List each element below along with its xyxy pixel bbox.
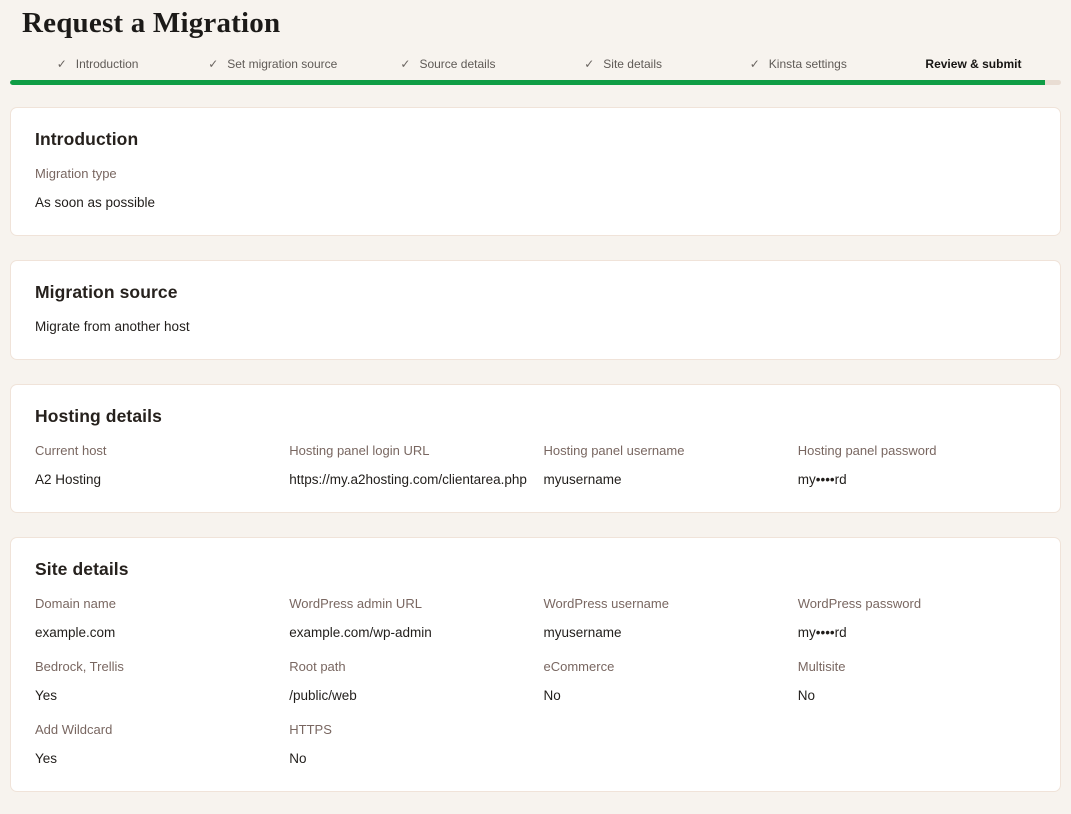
stepper-step-kinsta-settings[interactable]: ✓ Kinsta settings (711, 57, 886, 71)
stepper-step-label: Review & submit (925, 57, 1022, 71)
field-wordpress-password: WordPress password my••••rd (798, 596, 1036, 640)
field-wordpress-username: WordPress username myusername (544, 596, 782, 640)
field-label: Current host (35, 443, 107, 458)
check-icon: ✓ (56, 57, 67, 71)
field-value: A2 Hosting (35, 472, 102, 487)
field-root-path: Root path /public/web (289, 659, 527, 703)
field-label: WordPress username (543, 596, 669, 611)
field-label: Multisite (797, 659, 846, 674)
field-label: Migration type (35, 166, 117, 181)
field-multisite: Multisite No (798, 659, 1036, 703)
migration-stepper: ✓ Introduction ✓ Set migration source ✓ … (10, 57, 1061, 71)
card-title: Hosting details (35, 406, 162, 426)
check-icon: ✓ (400, 57, 411, 71)
field-value: No (289, 751, 307, 766)
field-value: Migrate from another host (35, 319, 190, 334)
review-content: Introduction Migration type As soon as p… (0, 85, 1071, 792)
stepper-step-introduction[interactable]: ✓ Introduction (10, 57, 185, 71)
field-label: eCommerce (543, 659, 615, 674)
field-hosting-panel-login-url: Hosting panel login URL https://my.a2hos… (289, 443, 527, 487)
card-title: Site details (35, 559, 129, 579)
field-value: As soon as possible (35, 195, 156, 210)
stepper-step-source-details[interactable]: ✓ Source details (360, 57, 535, 71)
field-label: Hosting panel login URL (289, 443, 430, 458)
field-hosting-panel-password: Hosting panel password my••••rd (798, 443, 1036, 487)
field-value: No (543, 688, 561, 703)
site-fields-grid: Domain name example.com WordPress admin … (35, 596, 1036, 766)
card-migration-source: Migration source Migrate from another ho… (10, 260, 1061, 360)
field-label: WordPress admin URL (289, 596, 422, 611)
field-value: example.com/wp-admin (289, 625, 432, 640)
card-site-details: Site details Domain name example.com Wor… (10, 537, 1061, 792)
stepper-step-label: Source details (419, 57, 496, 71)
field-wordpress-admin-url: WordPress admin URL example.com/wp-admin (289, 596, 527, 640)
field-label: Bedrock, Trellis (35, 659, 124, 674)
card-title: Migration source (35, 282, 178, 302)
stepper-step-set-migration-source[interactable]: ✓ Set migration source (185, 57, 360, 71)
stepper-step-site-details[interactable]: ✓ Site details (536, 57, 711, 71)
field-bedrock-trellis: Bedrock, Trellis Yes (35, 659, 273, 703)
stepper-step-label: Set migration source (227, 57, 338, 71)
field-label: Domain name (35, 596, 116, 611)
field-label: WordPress password (797, 596, 922, 611)
check-icon: ✓ (584, 57, 595, 71)
stepper-step-label: Site details (603, 57, 662, 71)
progress-bar-fill (10, 80, 1046, 85)
field-value: my••••rd (797, 625, 847, 640)
page-title: Request a Migration (22, 7, 281, 39)
stepper-step-review-submit[interactable]: Review & submit (886, 57, 1061, 71)
card-hosting-details: Hosting details Current host A2 Hosting … (10, 384, 1061, 513)
check-icon: ✓ (749, 57, 760, 71)
stepper-step-label: Kinsta settings (768, 57, 847, 71)
field-label: Hosting panel username (543, 443, 685, 458)
field-value: example.com (35, 625, 116, 640)
field-label: Root path (289, 659, 346, 674)
field-value: /public/web (289, 688, 357, 703)
stepper-step-label: Introduction (75, 57, 139, 71)
field-value: myusername (543, 472, 622, 487)
field-value: No (797, 688, 816, 703)
field-label: Hosting panel password (797, 443, 937, 458)
field-ecommerce: eCommerce No (544, 659, 782, 703)
field-value: Yes (35, 688, 58, 703)
hosting-fields-grid: Current host A2 Hosting Hosting panel lo… (35, 443, 1036, 487)
field-value: Yes (35, 751, 58, 766)
check-icon: ✓ (208, 57, 219, 71)
field-label: Add Wildcard (35, 722, 113, 737)
field-https: HTTPS No (289, 722, 527, 766)
field-value: myusername (543, 625, 622, 640)
field-value: my••••rd (797, 472, 847, 487)
page-header: Request a Migration (0, 0, 1071, 40)
field-label: HTTPS (289, 722, 332, 737)
field-add-wildcard: Add Wildcard Yes (35, 722, 273, 766)
field-current-host: Current host A2 Hosting (35, 443, 273, 487)
card-title: Introduction (35, 129, 139, 149)
field-hosting-panel-username: Hosting panel username myusername (544, 443, 782, 487)
card-introduction: Introduction Migration type As soon as p… (10, 107, 1061, 236)
progress-bar-track (10, 80, 1061, 85)
field-domain-name: Domain name example.com (35, 596, 273, 640)
field-value: https://my.a2hosting.com/clientarea.php (289, 472, 527, 487)
